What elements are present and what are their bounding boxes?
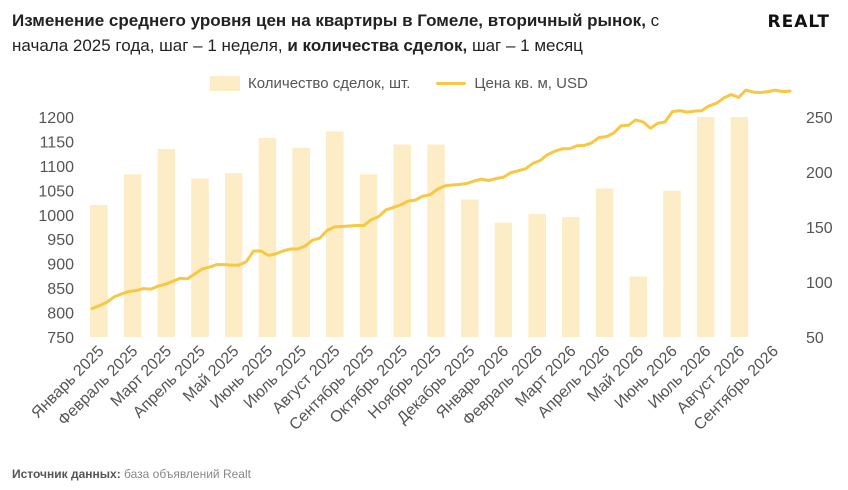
right-tick-4: 250 [806, 110, 833, 127]
bar-9 [393, 144, 412, 337]
legend-label-deals: Количество сделок, шт. [248, 74, 411, 92]
left-tick-7: 1100 [40, 159, 75, 176]
bar-1 [123, 174, 142, 337]
right-tick-2: 150 [806, 220, 833, 237]
right-tick-3: 200 [806, 165, 833, 182]
left-tick-3: 900 [47, 257, 74, 274]
bar-11 [460, 199, 479, 337]
bar-12 [494, 222, 513, 337]
left-tick-9: 1200 [38, 110, 74, 127]
bar-18 [696, 117, 715, 337]
chart-title: Изменение среднего уровня цен на квартир… [12, 11, 660, 55]
left-tick-1: 800 [47, 306, 74, 323]
right-tick-0: 50 [806, 330, 824, 347]
right-tick-1: 100 [806, 275, 833, 292]
left-tick-0: 750 [47, 330, 74, 347]
bar-14 [562, 217, 580, 337]
price-line [90, 88, 792, 311]
left-tick-4: 950 [47, 232, 74, 249]
brand-logo: REALT [767, 12, 830, 32]
bar-19 [730, 117, 749, 337]
legend-swatch-line [436, 81, 467, 85]
legend-item-deals: Количество сделок, шт. [210, 75, 410, 92]
bar-3 [191, 178, 209, 337]
bar-6 [292, 147, 310, 337]
bar-10 [427, 144, 445, 337]
bar-4 [224, 173, 243, 337]
bar-2 [157, 148, 176, 337]
legend-swatch-bars [210, 75, 240, 91]
legend-label-price: Цена кв. м, USD [474, 74, 588, 92]
bar-0 [90, 205, 108, 337]
bar-16 [629, 276, 648, 337]
left-tick-2: 850 [47, 281, 74, 298]
bar-8 [359, 174, 378, 337]
left-tick-8: 1150 [40, 134, 75, 151]
legend-item-price: Цена кв. м, USD [436, 74, 588, 92]
left-tick-6: 1050 [38, 183, 74, 200]
chart-canvas: 750 800 850 900 950 1000 1050 1100 1150 1200 50 100… [29, 88, 833, 434]
bar-5 [258, 137, 277, 337]
source-note: Источник данных: база объявлений Realt [12, 467, 251, 481]
left-tick-5: 1000 [38, 208, 74, 225]
bar-15 [595, 188, 614, 337]
legend: Количество сделок, шт. Цена кв. м, USD [210, 73, 614, 93]
bar-7 [326, 131, 344, 337]
bar-17 [663, 190, 681, 337]
bar-13 [528, 213, 546, 337]
